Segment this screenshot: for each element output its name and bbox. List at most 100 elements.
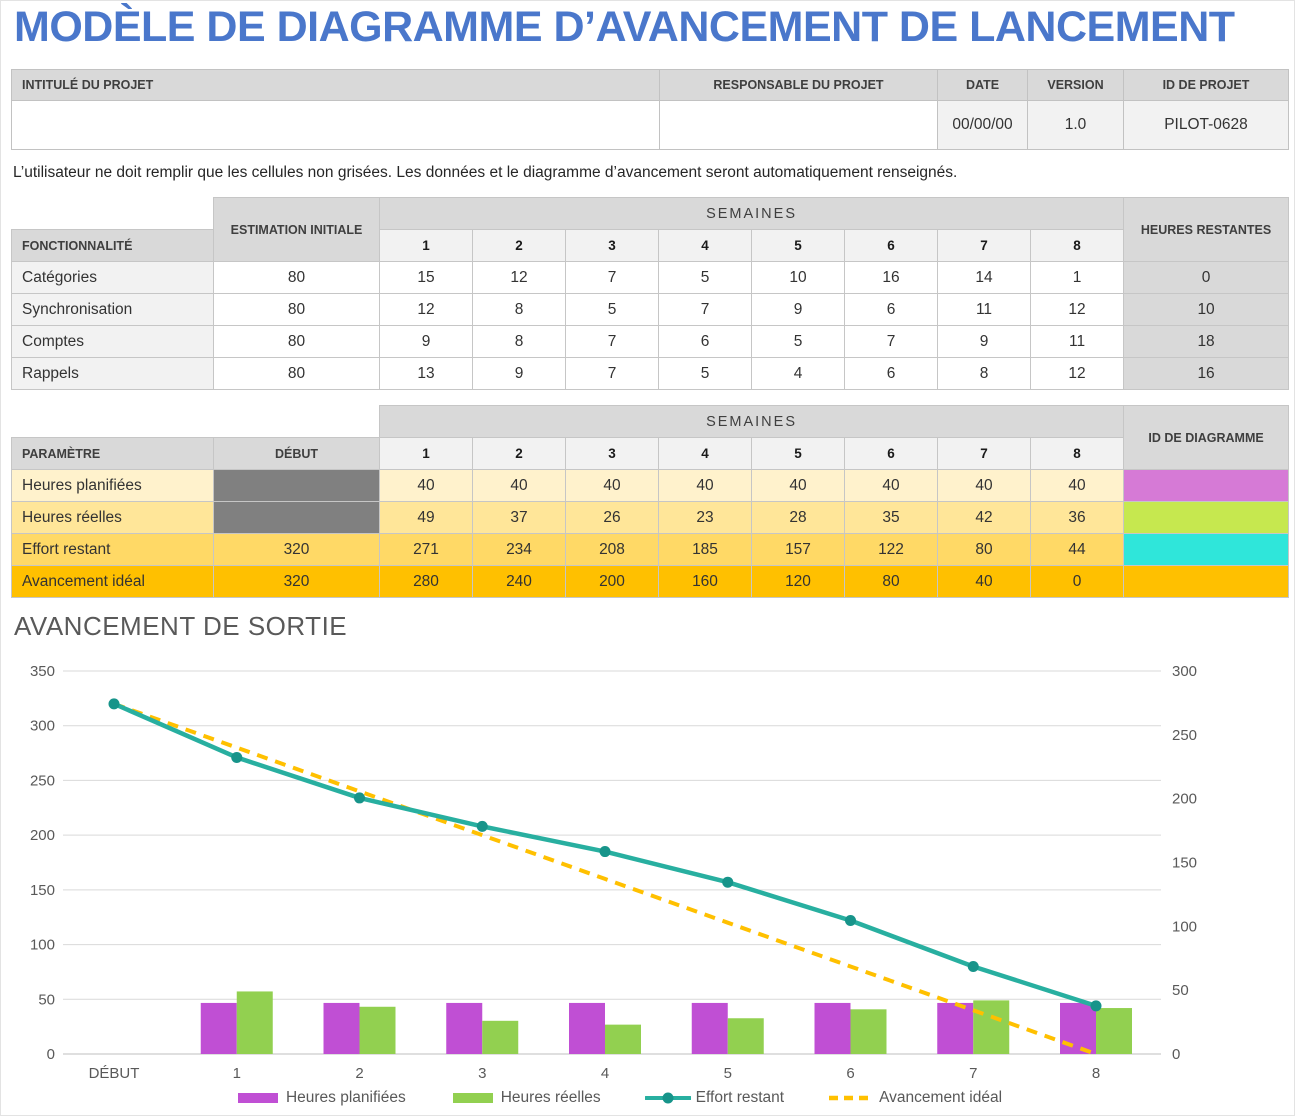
parameter-week-cell[interactable]: 40 <box>1029 469 1125 502</box>
feature-week-cell[interactable]: 12 <box>1029 293 1125 326</box>
feature-week-cell[interactable]: 9 <box>379 325 473 358</box>
params-table: SEMAINES ID DE DIAGRAMME PARAMÈTRE DÉBUT… <box>11 405 1290 598</box>
feature-week-cell[interactable]: 7 <box>565 325 659 358</box>
feature-week-cell[interactable]: 15 <box>379 261 473 294</box>
features-week-7-header: 7 <box>937 229 1031 262</box>
feature-week-cell[interactable]: 1 <box>1029 261 1125 294</box>
left-axis-tick-label: 150 <box>30 882 55 899</box>
bar-actual-hours <box>1096 1008 1132 1054</box>
project-title-cell[interactable] <box>11 100 660 150</box>
hours-remaining-cell: 10 <box>1123 293 1290 326</box>
bar-planned-hours <box>446 1002 483 1054</box>
feature-week-cell[interactable]: 11 <box>937 293 1031 326</box>
feature-name-cell[interactable]: Comptes <box>11 325 214 358</box>
date-value[interactable]: 00/00/00 <box>937 100 1028 150</box>
parameter-week-cell[interactable]: 40 <box>472 469 566 502</box>
feature-week-cell[interactable]: 16 <box>844 261 938 294</box>
feature-week-cell[interactable]: 6 <box>844 293 938 326</box>
parameter-week-cell[interactable]: 40 <box>844 469 938 502</box>
legend-line-dashed-icon <box>829 1095 874 1101</box>
feature-week-cell[interactable]: 5 <box>658 261 752 294</box>
parameter-week-cell[interactable]: 40 <box>565 469 659 502</box>
feature-week-cell[interactable]: 13 <box>379 357 473 390</box>
parameter-week-cell[interactable]: 42 <box>937 501 1031 534</box>
initial-estimate-cell[interactable]: 80 <box>213 325 380 358</box>
x-axis-label: 4 <box>601 1065 609 1082</box>
parameter-name-cell: Avancement idéal <box>11 565 214 598</box>
feature-week-cell[interactable]: 7 <box>658 293 752 326</box>
hours-remaining-cell: 0 <box>1123 261 1290 294</box>
parameter-week-cell[interactable]: 40 <box>751 469 845 502</box>
parameter-week-cell[interactable]: 40 <box>937 469 1031 502</box>
parameter-row: Heures réelles 49 37 26 23 28 35 42 36 <box>11 501 1290 534</box>
feature-week-cell[interactable]: 12 <box>472 261 566 294</box>
legend-label: Avancement idéal <box>879 1089 1003 1106</box>
feature-name-cell[interactable]: Rappels <box>11 357 214 390</box>
page-title: MODÈLE DE DIAGRAMME D’AVANCEMENT DE LANC… <box>14 3 1235 51</box>
feature-week-cell[interactable]: 12 <box>379 293 473 326</box>
feature-week-cell[interactable]: 8 <box>472 293 566 326</box>
parameter-week-cell[interactable]: 35 <box>844 501 938 534</box>
features-weeks-header: SEMAINES <box>378 197 1125 230</box>
bar-actual-hours <box>727 1018 764 1054</box>
parameter-week-cell[interactable]: 23 <box>658 501 752 534</box>
features-week-4-header: 4 <box>658 229 752 262</box>
feature-week-cell[interactable]: 6 <box>658 325 752 358</box>
parameter-week-cell[interactable]: 37 <box>472 501 566 534</box>
feature-week-cell[interactable]: 4 <box>751 357 845 390</box>
project-manager-cell[interactable] <box>659 100 938 150</box>
features-week-2-header: 2 <box>472 229 566 262</box>
parameter-week-cell[interactable]: 40 <box>379 469 473 502</box>
initial-estimate-cell[interactable]: 80 <box>213 357 380 390</box>
left-axis-tick-label: 300 <box>30 718 55 735</box>
feature-week-cell[interactable]: 7 <box>565 357 659 390</box>
features-table: ESTIMATION INITIALE SEMAINES HEURES REST… <box>11 197 1290 390</box>
right-axis-tick-label: 0 <box>1172 1046 1180 1063</box>
parameter-row: Heures planifiées 40 40 40 40 40 40 40 40 <box>11 469 1290 502</box>
parameter-week-cell[interactable]: 49 <box>379 501 473 534</box>
feature-name-cell[interactable]: Synchronisation <box>11 293 214 326</box>
remaining-effort-marker <box>476 820 488 832</box>
start-cell: 320 <box>213 565 380 598</box>
params-blank-corner-1 <box>11 405 214 438</box>
parameter-week-cell: 80 <box>937 533 1031 566</box>
feature-week-cell[interactable]: 8 <box>937 357 1031 390</box>
params-week-1-header: 1 <box>379 437 473 470</box>
bar-planned-hours <box>1060 1002 1096 1054</box>
feature-week-cell[interactable]: 7 <box>844 325 938 358</box>
parameter-week-cell[interactable]: 40 <box>658 469 752 502</box>
parameter-week-cell[interactable]: 26 <box>565 501 659 534</box>
feature-week-cell[interactable]: 5 <box>658 357 752 390</box>
feature-week-cell[interactable]: 7 <box>565 261 659 294</box>
version-value[interactable]: 1.0 <box>1027 100 1124 150</box>
feature-row: Rappels 80 13 9 7 5 4 6 8 12 16 <box>11 357 1290 390</box>
initial-estimate-cell[interactable]: 80 <box>213 261 380 294</box>
feature-week-cell[interactable]: 8 <box>472 325 566 358</box>
feature-row: Catégories 80 15 12 7 5 10 16 14 1 0 <box>11 261 1290 294</box>
feature-week-cell[interactable]: 12 <box>1029 357 1125 390</box>
params-week-2-header: 2 <box>472 437 566 470</box>
left-axis-tick-label: 0 <box>47 1046 55 1063</box>
bar-actual-hours <box>482 1020 519 1054</box>
bar-planned-hours <box>691 1002 728 1054</box>
feature-week-cell[interactable]: 9 <box>751 293 845 326</box>
parameter-week-cell: 208 <box>565 533 659 566</box>
bar-planned-hours <box>937 1002 974 1054</box>
parameter-name-cell: Heures réelles <box>11 501 214 534</box>
feature-week-cell[interactable]: 5 <box>751 325 845 358</box>
feature-week-cell[interactable]: 14 <box>937 261 1031 294</box>
parameter-week-cell: 185 <box>658 533 752 566</box>
feature-week-cell[interactable]: 11 <box>1029 325 1125 358</box>
feature-week-cell[interactable]: 10 <box>751 261 845 294</box>
feature-week-cell[interactable]: 9 <box>937 325 1031 358</box>
initial-estimate-cell[interactable]: 80 <box>213 293 380 326</box>
feature-week-cell[interactable]: 9 <box>472 357 566 390</box>
feature-week-cell[interactable]: 5 <box>565 293 659 326</box>
feature-week-cell[interactable]: 6 <box>844 357 938 390</box>
parameter-week-cell: 160 <box>658 565 752 598</box>
feature-name-cell[interactable]: Catégories <box>11 261 214 294</box>
parameter-week-cell[interactable]: 28 <box>751 501 845 534</box>
parameter-week-cell[interactable]: 36 <box>1029 501 1125 534</box>
parameter-week-cell: 157 <box>751 533 845 566</box>
project-id-value[interactable]: PILOT-0628 <box>1123 100 1289 150</box>
